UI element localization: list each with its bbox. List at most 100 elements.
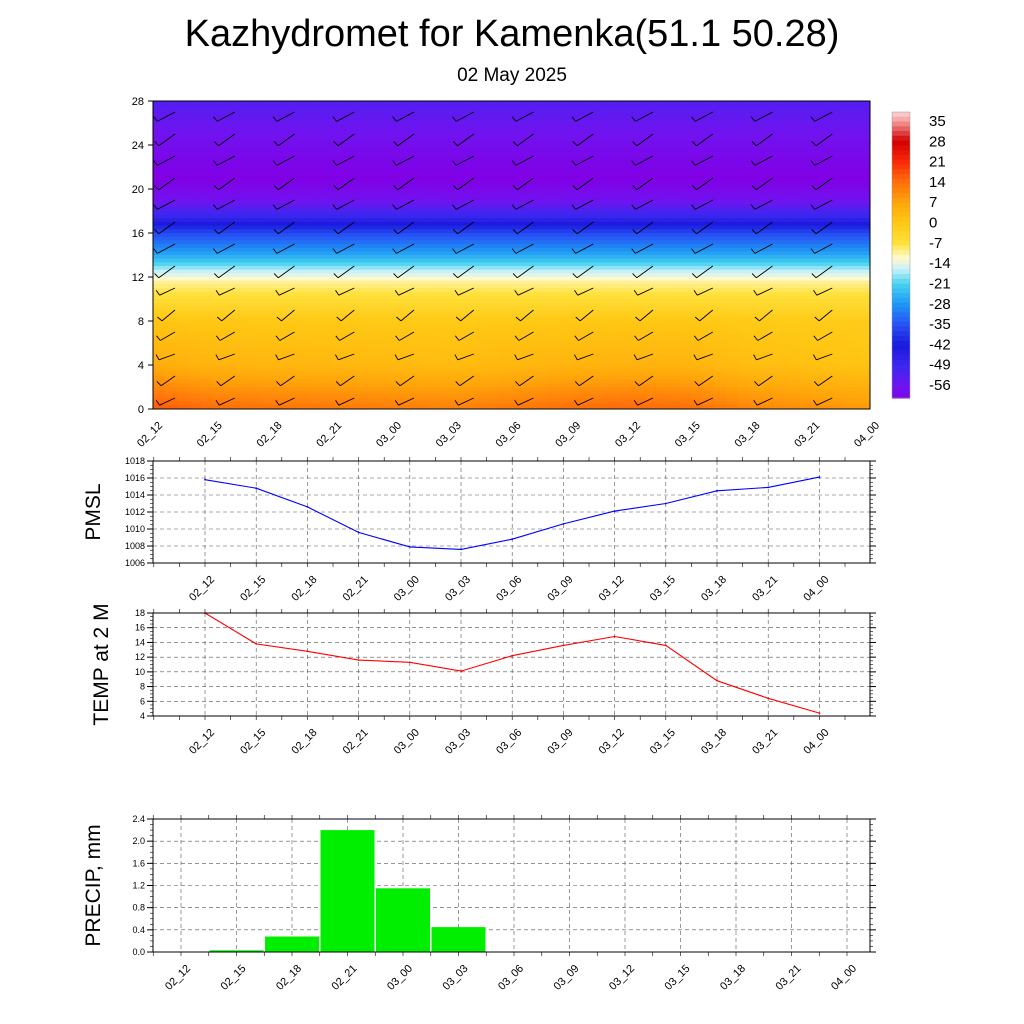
colorbar-segment — [892, 240, 910, 247]
temp2m-xtick-label: 03_06 — [494, 727, 524, 757]
colorbar-segment — [892, 255, 910, 261]
pmsl-point — [511, 538, 514, 541]
colorbar-segment — [892, 316, 910, 323]
temp2m-frame — [152, 612, 871, 717]
colorbar-segment — [892, 297, 910, 304]
colorbar-label: -42 — [929, 336, 951, 353]
colorbar-segment — [892, 302, 910, 309]
pmsl-xtick-label: 03_21 — [750, 574, 780, 604]
temp2m-ytick-label: 6 — [140, 696, 145, 706]
pmsl-xtick-label: 04_00 — [801, 574, 831, 604]
temp2m-point — [408, 661, 411, 664]
colorbar-segment — [892, 216, 910, 223]
pmsl-point — [460, 548, 462, 551]
temp2m-ytick-label: 12 — [135, 652, 145, 662]
temp2m-xtick-label: 03_18 — [699, 727, 729, 757]
temp2m-ytick-label: 14 — [135, 637, 145, 647]
pmsl-ytick-label: 1006 — [125, 558, 145, 568]
heatmap-ytick-label: 20 — [132, 184, 144, 196]
precip-frame — [152, 818, 871, 953]
chart-title: Kazhydromet for Kamenka(51.1 50.28) — [184, 13, 840, 55]
pmsl-xtick-label: 03_06 — [494, 574, 524, 604]
temp2m-xtick-label: 02_12 — [187, 727, 217, 757]
precip-xtick-label: 03_12 — [607, 963, 637, 993]
heatmap-xtick-label: 02_15 — [195, 420, 225, 450]
temp2m-ytick-label: 8 — [140, 682, 145, 692]
precip-xtick-label: 02_18 — [274, 963, 304, 993]
colorbar-segment — [892, 388, 910, 394]
temp2m-point — [716, 679, 718, 682]
temp2m-xtick-label: 03_15 — [648, 727, 678, 757]
pmsl-point — [818, 476, 821, 478]
colorbar-segment — [892, 355, 910, 361]
precip-ytick-label: 2.0 — [132, 836, 145, 846]
colorbar-segment — [892, 383, 910, 390]
pmsl-xtick-label: 03_09 — [545, 574, 575, 604]
heatmap-ytick-label: 0 — [138, 404, 144, 416]
pmsl-xtick-label: 02_15 — [238, 574, 268, 604]
precip-xtick-label: 02_21 — [330, 963, 360, 993]
colorbar-segment — [892, 250, 910, 256]
precip-xtick-label: 03_15 — [663, 963, 693, 993]
colorbar-segment — [892, 369, 910, 375]
colorbar-segment — [892, 278, 910, 285]
colorbar-label: -56 — [929, 377, 951, 394]
colorbar-segment — [892, 226, 910, 232]
precip-ylabel: PRECIP, mm — [82, 824, 105, 946]
precip-ytick-label: 0.8 — [132, 903, 145, 913]
temp2m-xtick-label: 02_15 — [238, 727, 268, 757]
colorbar-segment — [892, 235, 910, 242]
pmsl-xtick-label: 03_03 — [443, 574, 473, 604]
colorbar-segment — [892, 193, 910, 199]
precip-bar — [320, 830, 375, 952]
colorbar-label: -21 — [929, 275, 951, 292]
pmsl-point — [562, 523, 565, 525]
temp2m-point — [562, 644, 565, 647]
precip-bar — [431, 927, 486, 952]
temp2m-point — [306, 650, 309, 653]
colorbar-segment — [892, 188, 910, 194]
pmsl-xtick-label: 03_18 — [699, 574, 729, 604]
colorbar-label: 7 — [929, 194, 937, 211]
pmsl-ytick-label: 1008 — [125, 541, 145, 551]
precip-xtick-label: 03_00 — [385, 963, 415, 993]
heatmap-xtick-label: 04_00 — [852, 420, 882, 450]
pmsl-xtick-label: 03_12 — [597, 574, 627, 604]
colorbar-segment — [892, 126, 910, 132]
colorbar-segment — [892, 378, 910, 385]
pmsl-point — [306, 506, 309, 508]
heatmap-ytick-label: 8 — [138, 316, 144, 328]
colorbar-frame — [891, 111, 911, 399]
heatmap-cells — [153, 101, 870, 409]
pmsl-xtick-label: 02_18 — [289, 574, 319, 604]
colorbar-segment — [892, 374, 910, 380]
heatmap-xtick-label: 02_12 — [135, 420, 165, 450]
colorbar-segment — [892, 312, 910, 318]
pmsl-xtick-label: 02_12 — [187, 574, 217, 604]
colorbar-label: -7 — [929, 235, 942, 252]
colorbar-segment — [892, 116, 910, 123]
heatmap-xtick-label: 03_18 — [733, 420, 763, 450]
colorbar-segment — [892, 331, 910, 337]
temp2m-xtick-label: 04_00 — [801, 727, 831, 757]
colorbar-segment — [892, 202, 910, 208]
temp2m-ylabel: TEMP at 2 M — [90, 603, 113, 725]
precip-bar — [376, 888, 430, 952]
pmsl-point — [664, 502, 667, 505]
temp2m-point — [255, 643, 258, 645]
colorbar-segment — [892, 359, 910, 366]
colorbar-segment — [892, 173, 910, 180]
heatmap-xtick-label: 03_06 — [494, 420, 524, 450]
colorbar-segment — [892, 307, 910, 313]
colorbar-segment — [892, 178, 910, 185]
heatmap-xtick-label: 02_21 — [314, 420, 344, 450]
colorbar-segment — [892, 231, 910, 237]
colorbar-segment — [892, 259, 910, 266]
precip-ytick-label: 0.4 — [132, 925, 145, 935]
colorbar-segment — [892, 283, 910, 289]
temp2m-xtick-label: 02_21 — [341, 727, 371, 757]
colorbar-label: 28 — [929, 133, 946, 150]
colorbar-segment — [892, 274, 910, 280]
temp2m-xtick-label: 03_00 — [392, 727, 422, 757]
